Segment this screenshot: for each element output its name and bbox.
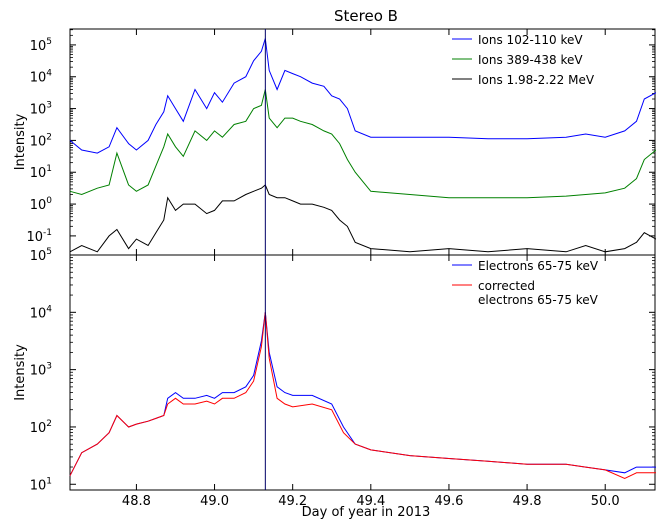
y-axis-label: Intensity bbox=[13, 113, 28, 170]
y-tick-label: 105 bbox=[30, 37, 52, 54]
chart-title: Stereo B bbox=[334, 7, 398, 25]
y-tick-label: 101 bbox=[30, 164, 52, 181]
y-tick-label: 103 bbox=[30, 362, 52, 379]
series-line bbox=[69, 312, 656, 476]
legend-label: Ions 389-438 keV bbox=[478, 53, 583, 67]
y-tick-label: 10-1 bbox=[26, 228, 52, 245]
legend-label: Electrons 65-75 keV bbox=[478, 259, 599, 273]
legend-label: Ions 102-110 keV bbox=[478, 33, 583, 47]
y-tick-label: 104 bbox=[30, 304, 53, 321]
legend-label: electrons 65-75 keV bbox=[478, 293, 599, 307]
y-tick-label: 100 bbox=[30, 196, 53, 213]
plot-frame bbox=[69, 254, 656, 491]
series-line bbox=[69, 89, 656, 199]
y-tick-label: 105 bbox=[30, 247, 52, 264]
y-tick-label: 101 bbox=[30, 476, 52, 493]
x-tick-label: 49.4 bbox=[356, 494, 385, 509]
x-tick-label: 50.0 bbox=[591, 494, 620, 509]
series-line bbox=[69, 312, 656, 480]
legend-label: Ions 1.98-2.22 MeV bbox=[478, 73, 595, 87]
x-tick-label: 49.2 bbox=[278, 494, 307, 509]
x-axis-label: Day of year in 2013 bbox=[302, 505, 431, 520]
y-axis-label: Intensity bbox=[13, 344, 28, 401]
y-tick-label: 103 bbox=[30, 101, 52, 118]
series-line bbox=[69, 38, 656, 154]
series-line bbox=[69, 184, 656, 253]
x-tick-label: 49.8 bbox=[513, 494, 542, 509]
panel-bottom: 105 104 103 102 101 48.8 49.0 49.2 49.4 49.6 49.8 5… bbox=[13, 247, 656, 509]
x-tick-label: 49.0 bbox=[200, 494, 229, 509]
x-tick-label: 48.8 bbox=[122, 494, 151, 509]
x-tick-label: 49.6 bbox=[434, 494, 463, 509]
y-tick-label: 104 bbox=[30, 69, 53, 86]
y-tick-label: 102 bbox=[30, 419, 52, 436]
y-tick-label: 102 bbox=[30, 132, 52, 149]
legend-label: corrected bbox=[478, 279, 535, 293]
panel-top: 105 104 103 102 101 100 10-1 Intensity Ions 102-… bbox=[13, 28, 656, 256]
